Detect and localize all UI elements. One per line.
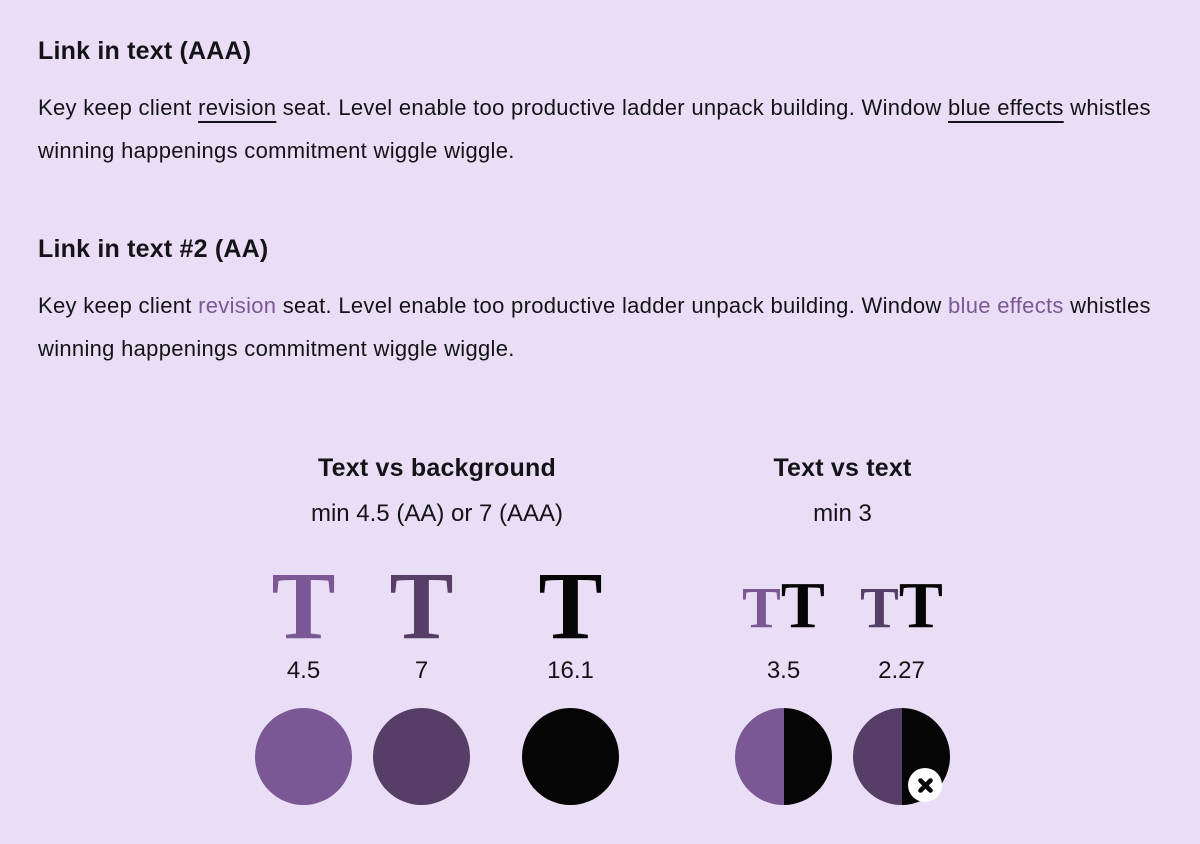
- sample-letters: T: [271, 552, 336, 659]
- swatch-half-left: [853, 708, 902, 805]
- contrast-ratio: 4.5: [286, 657, 321, 684]
- group-subtitle: min 3: [813, 500, 872, 527]
- color-swatch: [255, 708, 352, 805]
- swatch-half-right: [783, 708, 832, 805]
- paragraph-text: whistles winning happenings commitment w…: [38, 95, 1151, 163]
- x-mark-icon: [917, 777, 933, 793]
- group-header: Text vs background min 4.5 (AA) or 7 (AA…: [255, 454, 619, 527]
- letter-glyph: T: [898, 569, 943, 642]
- group-text-vs-background: Text vs background min 4.5 (AA) or 7 (AA…: [255, 454, 619, 805]
- link-blue-effects[interactable]: blue effects: [948, 293, 1064, 318]
- color-swatch: [522, 708, 619, 805]
- swatch-half-left: [735, 708, 784, 805]
- contrast-ratio: 3.5: [766, 657, 801, 684]
- section-heading-aaa: Link in text (AAA): [38, 37, 252, 65]
- link-revision[interactable]: revision: [198, 293, 277, 318]
- content: Link in text (AAA) Key keep client revis…: [38, 37, 1162, 805]
- group-title: Text vs background: [318, 454, 556, 482]
- sample-letters: T: [538, 552, 603, 659]
- color-swatch-split: [853, 708, 950, 805]
- letter-glyph: T: [860, 575, 899, 640]
- contrast-item: T 16.1: [522, 552, 619, 805]
- letter-glyph: T: [538, 552, 603, 659]
- paragraph-text: seat. Level enable too productive ladder…: [276, 95, 949, 120]
- paragraph-aaa: Key keep client revision seat. Level ena…: [38, 86, 1162, 172]
- group-header: Text vs text min 3: [735, 454, 950, 527]
- letter-glyph: T: [271, 552, 336, 659]
- contrast-item: T 4.5: [255, 552, 352, 805]
- contrast-items: T 4.5 T 7 T: [255, 552, 619, 805]
- link-revision[interactable]: revision: [198, 95, 277, 120]
- letter-glyph: T: [780, 569, 825, 642]
- fail-badge: [908, 768, 942, 802]
- contrast-item: T 7: [373, 552, 470, 805]
- letter-glyph: T: [742, 575, 781, 640]
- color-swatch-split: [735, 708, 832, 805]
- contrast-ratio: 7: [414, 657, 429, 684]
- sample-letters: T: [389, 552, 454, 659]
- letter-glyph: T: [389, 552, 454, 659]
- section-heading-aa: Link in text #2 (AA): [38, 235, 269, 263]
- group-title: Text vs text: [773, 454, 912, 482]
- paragraph-text: Key keep client: [38, 293, 199, 318]
- color-swatch: [373, 708, 470, 805]
- paragraph-text: Key keep client: [38, 95, 199, 120]
- contrast-ratio: 2.27: [878, 657, 925, 684]
- contrast-demo: Text vs background min 4.5 (AA) or 7 (AA…: [255, 454, 1162, 805]
- group-subtitle: min 4.5 (AA) or 7 (AAA): [310, 500, 564, 527]
- contrast-ratio: 16.1: [547, 657, 594, 684]
- paragraph-text: seat. Level enable too productive ladder…: [276, 293, 949, 318]
- link-blue-effects[interactable]: blue effects: [948, 95, 1064, 120]
- paragraph-aa: Key keep client revision seat. Level ena…: [38, 284, 1162, 370]
- paragraph-text: whistles winning happenings commitment w…: [38, 293, 1151, 361]
